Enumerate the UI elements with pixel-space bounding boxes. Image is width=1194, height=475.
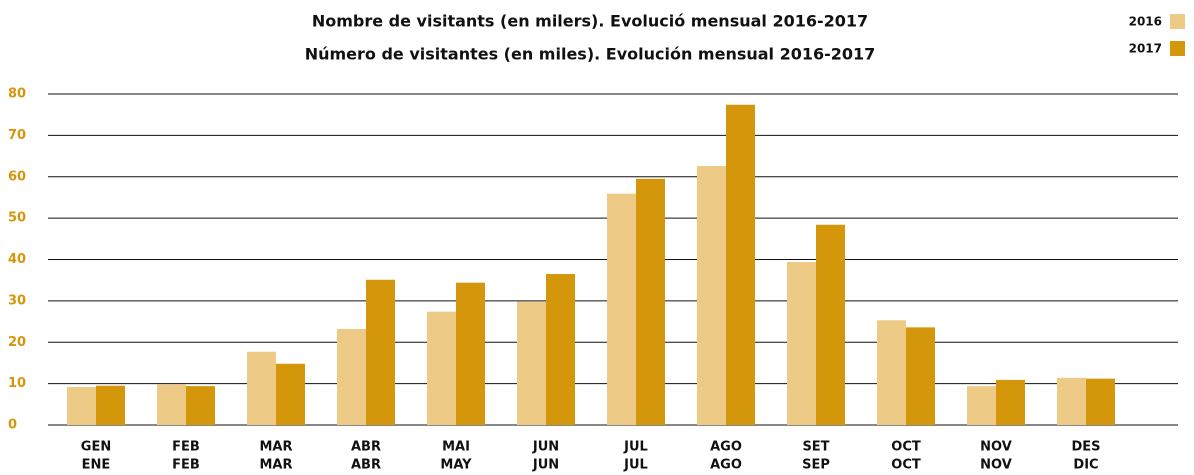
x-tick-label: OCT — [891, 458, 921, 473]
x-tick-label: SEP — [802, 458, 830, 473]
legend-label: 2016 — [1129, 15, 1162, 29]
bar — [877, 320, 906, 425]
bar — [427, 311, 456, 425]
x-tick-label: JUL — [623, 440, 648, 455]
bar — [157, 384, 186, 425]
bar — [967, 386, 996, 425]
bar — [607, 193, 636, 425]
y-tick-label: 10 — [8, 376, 26, 391]
x-tick-label: DIC — [1073, 458, 1098, 473]
bar — [906, 327, 935, 425]
bar — [697, 165, 726, 425]
x-tick-label: JUL — [623, 458, 648, 473]
bar — [96, 385, 125, 425]
x-tick-label: DES — [1071, 440, 1100, 455]
y-tick-label: 40 — [8, 252, 26, 267]
y-tick-label: 50 — [8, 211, 26, 226]
x-tick-label: FEB — [172, 458, 200, 473]
x-tick-label: AGO — [710, 458, 742, 473]
x-tick-label: AGO — [710, 440, 742, 455]
x-tick-label: MAR — [259, 440, 292, 455]
x-tick-label: NOV — [980, 440, 1012, 455]
y-tick-label: 60 — [8, 169, 26, 184]
x-tick-label: OCT — [891, 440, 921, 455]
x-tick-label: SET — [802, 440, 829, 455]
bar — [636, 178, 665, 425]
x-tick-label: MAY — [440, 458, 472, 473]
legend-label: 2017 — [1129, 42, 1162, 56]
x-tick-label: MAR — [259, 458, 292, 473]
x-tick-label: JUN — [532, 440, 559, 455]
bar — [787, 261, 816, 425]
x-tick-label: MAI — [442, 440, 470, 455]
x-tick-label: ABR — [351, 440, 381, 455]
bar — [1086, 378, 1115, 425]
y-tick-label: 70 — [8, 128, 26, 143]
x-tick-label: GEN — [81, 440, 111, 455]
bar — [726, 104, 755, 425]
x-tick-label: ABR — [351, 458, 381, 473]
bar — [186, 386, 215, 425]
bar — [546, 273, 575, 425]
bar — [67, 386, 96, 425]
legend-swatch — [1170, 41, 1185, 56]
bar — [276, 363, 305, 425]
x-tick-label: NOV — [980, 458, 1012, 473]
legend-swatch — [1170, 14, 1185, 29]
y-tick-label: 20 — [8, 335, 26, 350]
bar — [456, 282, 485, 425]
x-tick-label: ENE — [82, 458, 111, 473]
chart-title: Número de visitantes (en miles). Evoluci… — [305, 45, 876, 64]
bar — [337, 329, 366, 425]
y-tick-label: 80 — [8, 87, 26, 102]
bar — [996, 379, 1025, 425]
bar — [247, 351, 276, 425]
bar — [816, 224, 845, 425]
bar — [366, 279, 395, 425]
y-tick-label: 30 — [8, 293, 26, 308]
y-tick-label: 0 — [8, 418, 17, 433]
chart-title: Nombre de visitants (en milers). Evoluci… — [312, 12, 868, 31]
bar — [1057, 377, 1086, 425]
x-tick-label: JUN — [532, 458, 559, 473]
x-tick-label: FEB — [172, 440, 200, 455]
bar — [517, 301, 546, 425]
